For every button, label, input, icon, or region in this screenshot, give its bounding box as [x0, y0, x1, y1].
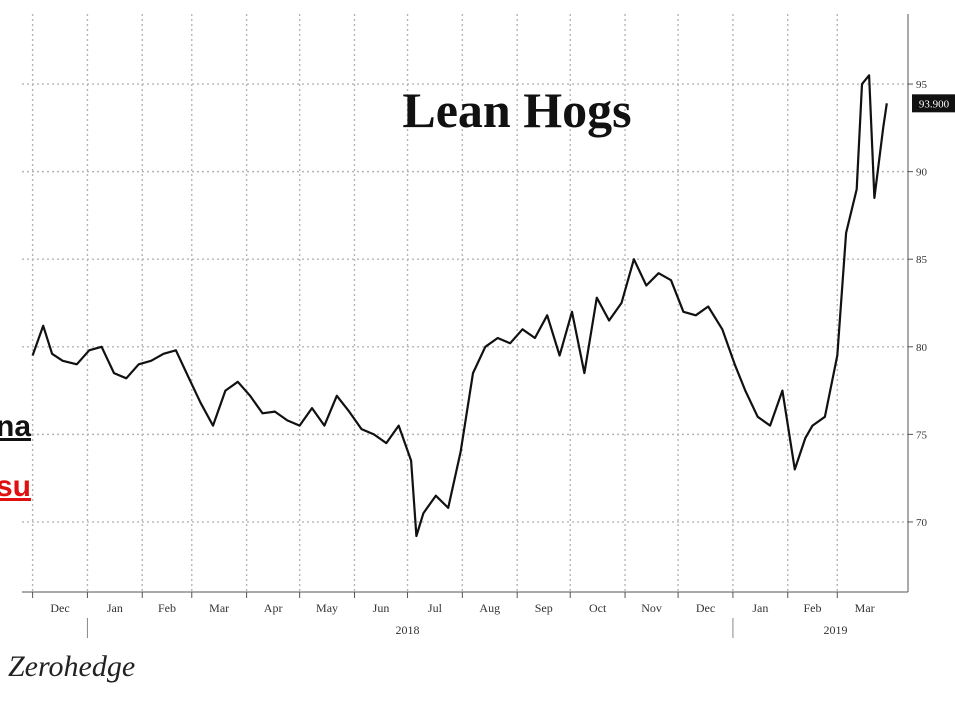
y-tick-label: 85 — [916, 254, 928, 266]
chart-grid — [22, 14, 908, 592]
y-axis: 70 75 80 85 90 95 93.900 — [908, 79, 955, 529]
x-tick-label: Feb — [158, 601, 176, 615]
x-tick-label: Mar — [855, 601, 875, 615]
y-tick-label: 70 — [916, 517, 928, 529]
plot-border — [22, 14, 909, 593]
x-tick-label: Dec — [50, 601, 69, 615]
x-tick-label: Nov — [641, 601, 662, 615]
x-tick-label: Jun — [373, 601, 390, 615]
x-tick-label: Jan — [107, 601, 123, 615]
x-axis: Dec Jan Feb Mar Apr May Jun Jul Aug Sep Oct Nov Dec J… — [32, 592, 875, 638]
year-label: 2018 — [396, 623, 420, 637]
cropped-link-fragment[interactable]: su — [0, 470, 32, 503]
x-tick-label: Mar — [209, 601, 229, 615]
cropped-text-fragment: na — [0, 410, 32, 443]
x-tick-label: Dec — [696, 601, 715, 615]
last-value-label: 93.900 — [919, 98, 950, 110]
price-line — [31, 74, 888, 538]
series-layer — [31, 74, 888, 538]
chart-title: Lean Hogs — [402, 82, 631, 138]
y-tick-label: 95 — [916, 79, 928, 91]
y-tick-label: 75 — [916, 429, 928, 441]
y-tick-label: 90 — [916, 167, 928, 179]
source-watermark: Zerohedge — [8, 650, 136, 683]
x-tick-label: May — [316, 601, 338, 615]
x-tick-label: Apr — [264, 601, 283, 615]
year-label: 2019 — [823, 623, 847, 637]
x-tick-label: Sep — [535, 601, 553, 615]
x-tick-label: Jul — [428, 601, 443, 615]
last-value-tag — [912, 94, 955, 113]
y-tick-label: 80 — [916, 342, 928, 354]
x-tick-label: Feb — [804, 601, 822, 615]
x-tick-label: Aug — [479, 601, 500, 615]
x-tick-label: Oct — [589, 601, 607, 615]
x-tick-label: Jan — [752, 601, 768, 615]
